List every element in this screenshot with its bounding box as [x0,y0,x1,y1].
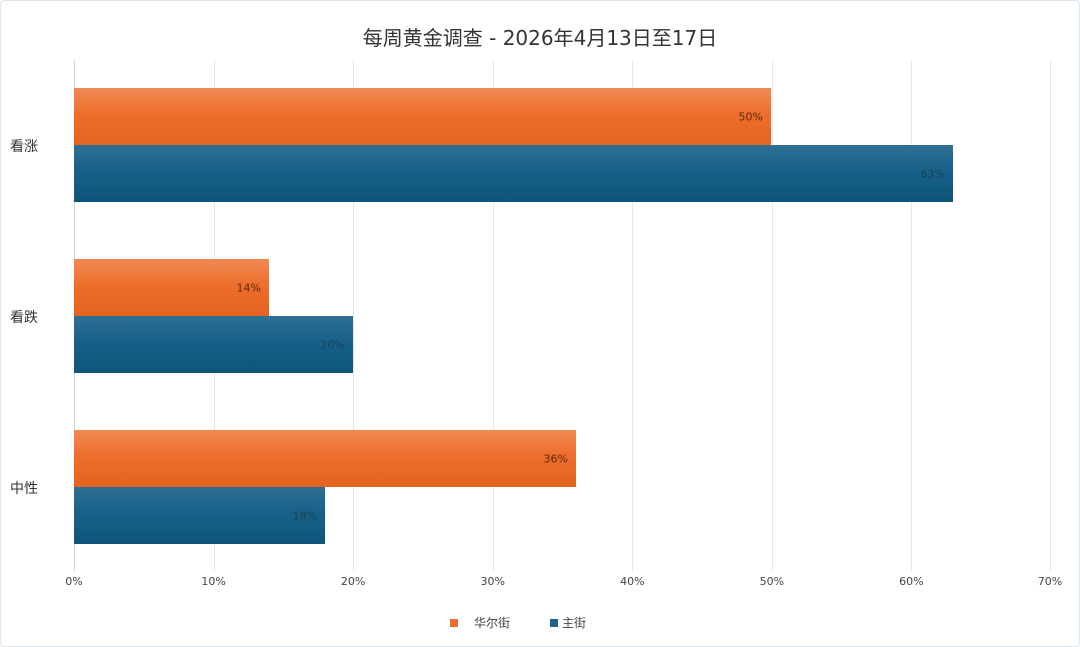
bar-wallstreet-neutral: 36% [74,430,576,487]
category-label-bearish: 看跌 [10,310,38,326]
x-tick-label: 30% [480,575,505,588]
legend-swatch-orange-icon [450,618,458,627]
bar-wallstreet-bearish: 14% [74,259,269,316]
legend-item-mainstreet[interactable]: 主街 [550,614,586,631]
x-tick-label: 20% [340,575,366,588]
chart-legend: 华尔街 主街 [0,614,1080,630]
bar-value-label: 20% [320,338,345,351]
plot-area: 50% 63% 14% 20% 36% 18% [74,60,1051,571]
bar-value-label: 50% [738,110,763,123]
legend-swatch-blue-icon [550,618,558,627]
x-tick-label: 10% [201,575,226,588]
x-tick-label: 40% [620,575,645,588]
bar-mainstreet-bearish: 20% [74,316,353,373]
legend-item-wallstreet[interactable]: 华尔街 [450,614,510,631]
legend-label: 主街 [562,616,587,630]
gridline-70 [1050,60,1051,571]
gridline-20 [353,60,355,571]
x-tick-label: 0% [65,575,83,588]
gridline-30 [492,60,494,571]
x-tick-label: 60% [899,575,924,588]
category-label-neutral: 中性 [10,481,38,497]
bar-mainstreet-bullish: 63% [74,145,953,202]
chart-title: 每周黄金调查 - 2026年4月13日至17日 [362,26,718,50]
gridline-50 [771,60,773,571]
bar-value-label: 14% [236,281,261,294]
bar-mainstreet-neutral: 18% [74,487,325,544]
gridline-40 [632,60,634,571]
category-label-bullish: 看涨 [10,139,38,155]
gridline-60 [911,60,913,571]
bar-value-label: 18% [292,509,317,522]
bar-value-label: 63% [920,167,945,180]
legend-label: 华尔街 [474,616,511,630]
bar-wallstreet-bullish: 50% [74,88,771,145]
bar-value-label: 36% [543,452,568,465]
x-tick-label: 50% [759,575,785,588]
x-tick-label: 70% [1037,575,1063,588]
